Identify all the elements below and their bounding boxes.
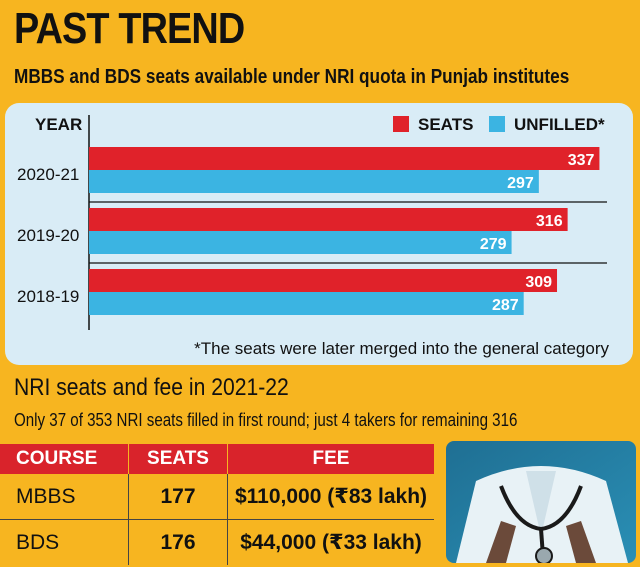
section-title: NRI seats and fee in 2021-22 [14,374,289,401]
legend-swatch [393,116,409,132]
bar [89,170,539,193]
page-title: PAST TREND [14,4,245,53]
section-subtitle: Only 37 of 353 NRI seats filled in first… [14,410,518,430]
category-label: 2018-19 [17,287,79,306]
table-row: MBBS 177 $110,000 (₹83 lakh) [0,474,434,520]
cell-seats: 176 [128,519,228,565]
bar [89,147,600,170]
legend-label: UNFILLED* [514,115,605,134]
legend-label: SEATS [418,115,473,134]
legend-swatch [489,116,505,132]
header-seats: SEATS [128,444,228,474]
cell-fee: $44,000 (₹33 lakh) [240,531,422,554]
data-label: 337 [568,152,595,169]
cell-seats: 177 [128,474,228,520]
cell-fee: $110,000 (₹83 lakh) [227,474,434,520]
bar-chart: YEAR SEATS UNFILLED* 2020-21 337 297 2019-20 31… [17,115,609,358]
bar [89,231,512,254]
bar [89,208,568,231]
data-label: 279 [480,236,507,253]
category-label: 2020-21 [17,165,79,184]
table-header-row: COURSE SEATS FEE [0,444,434,474]
footnote: *The seats were later merged into the ge… [194,339,609,358]
chart-panel: YEAR SEATS UNFILLED* 2020-21 337 297 2019-20 31… [5,103,633,365]
category-label: 2019-20 [17,226,79,245]
cell-course: BDS [16,530,60,554]
header-course: COURSE [0,444,129,474]
bar [89,292,524,315]
data-label: 309 [525,274,552,291]
bar [89,269,558,292]
header-fee: FEE [227,444,434,474]
data-label: 316 [536,213,563,230]
data-label: 287 [492,297,519,314]
doctor-photo [446,441,636,563]
doctor-with-stethoscope-icon [446,441,636,563]
data-label: 297 [507,175,534,192]
table-row: BDS 176 $44,000 (₹33 lakh) [0,519,434,565]
y-axis-label: YEAR [35,115,82,134]
fee-table: COURSE SEATS FEE MBBS 177 $110,000 (₹83 … [0,444,434,565]
page-subtitle: MBBS and BDS seats available under NRI q… [14,66,570,88]
cell-course: MBBS [0,474,129,520]
